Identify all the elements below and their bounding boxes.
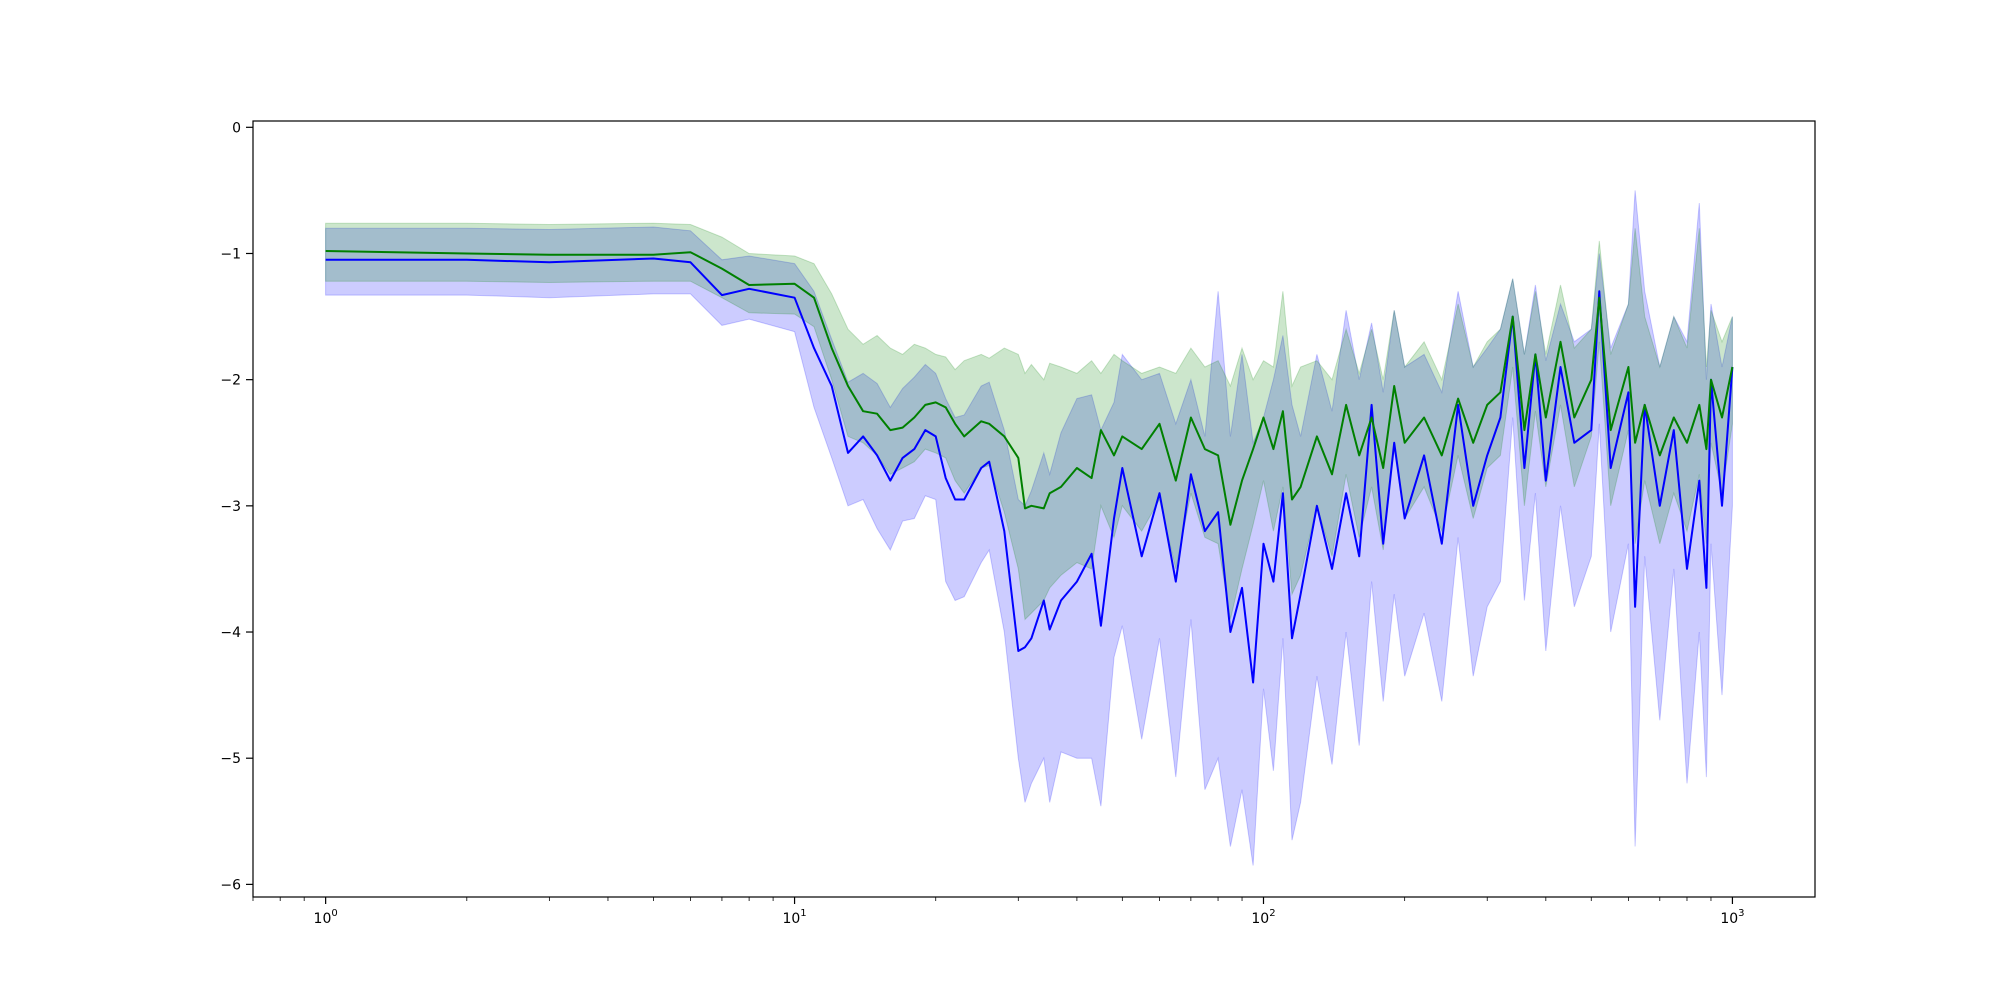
y-tick-label: −6	[220, 877, 241, 893]
y-tick-label: −5	[220, 751, 241, 767]
y-tick-label: −2	[220, 373, 241, 389]
y-tick-label: 0	[232, 120, 241, 136]
y-axis: 0 −1 −2 −3 −4 −5 −6	[220, 120, 253, 893]
x-tick-label: 102	[1251, 908, 1275, 927]
x-tick-label: 101	[782, 908, 806, 927]
y-tick-label: −4	[220, 625, 241, 641]
x-tick-label: 103	[1720, 908, 1744, 927]
y-tick-label: −1	[220, 246, 241, 262]
y-tick-label: −3	[220, 499, 241, 515]
series-0-band	[325, 190, 1733, 866]
plot-frame	[252, 120, 1816, 898]
confidence-bands	[325, 190, 1733, 866]
x-tick-label: 100	[314, 908, 338, 927]
series-lines	[325, 250, 1734, 684]
series-0-line	[325, 257, 1734, 684]
x-axis: 100 101 102 103	[252, 897, 1745, 927]
series-1-line	[325, 250, 1734, 526]
